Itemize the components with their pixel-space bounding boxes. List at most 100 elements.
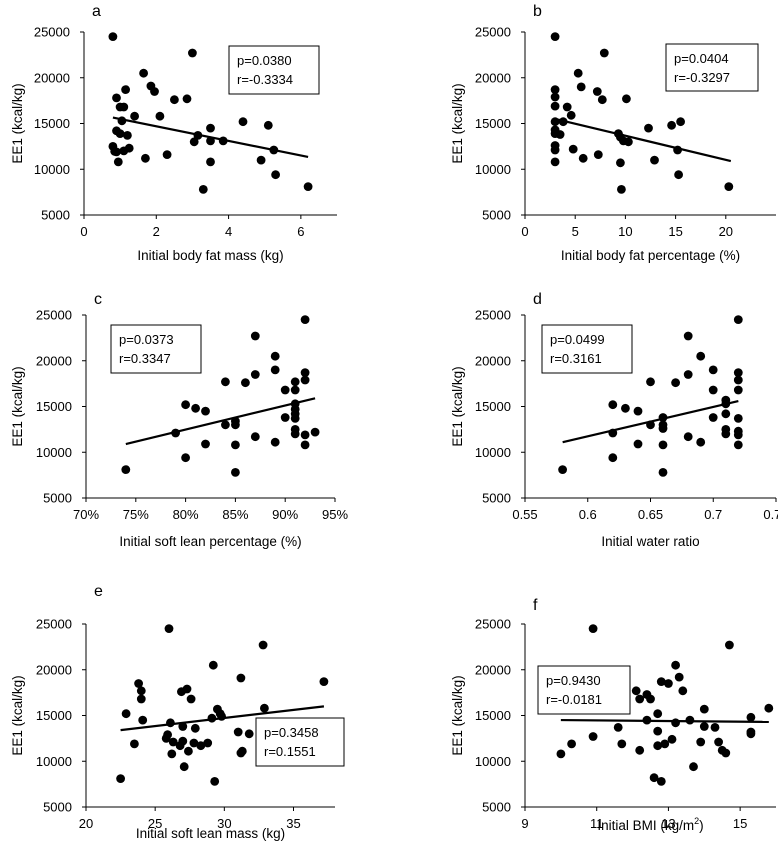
data-point — [300, 375, 310, 385]
data-point — [238, 117, 248, 127]
y-tick-label: 15000 — [475, 116, 511, 131]
data-point — [708, 365, 718, 375]
trendline — [554, 117, 732, 163]
data-point — [617, 739, 627, 749]
data-point — [550, 101, 560, 111]
data-point — [714, 737, 723, 747]
y-tick-label: 5000 — [482, 208, 511, 223]
data-point — [733, 385, 743, 395]
data-point — [721, 409, 731, 419]
p-value-label: p=0.9430 — [546, 673, 601, 688]
data-point — [163, 730, 173, 740]
data-point — [168, 737, 178, 747]
y-tick-label: 15000 — [34, 116, 70, 131]
data-point — [567, 739, 576, 749]
y-tick-label: 10000 — [34, 162, 70, 177]
data-point — [597, 95, 607, 105]
y-axis-label: EE1 (kcal/kg) — [10, 366, 25, 446]
panel-letter: b — [533, 3, 542, 20]
data-point — [119, 102, 129, 112]
data-point — [263, 120, 273, 130]
y-tick-label: 5000 — [43, 800, 72, 815]
data-point — [231, 420, 240, 430]
data-point — [136, 686, 146, 696]
data-point — [201, 439, 210, 449]
data-point — [136, 694, 146, 704]
x-tick-label: 13 — [661, 816, 675, 831]
data-point — [588, 732, 598, 741]
data-point — [633, 439, 643, 449]
data-point — [179, 762, 189, 772]
x-tick-label: 90% — [272, 507, 298, 522]
data-point — [113, 157, 123, 167]
data-point — [208, 660, 218, 670]
data-point — [746, 712, 756, 722]
data-point — [270, 351, 280, 361]
y-tick-label: 20000 — [36, 353, 72, 368]
data-point — [621, 403, 630, 413]
data-point — [260, 703, 269, 713]
trendline — [125, 397, 316, 446]
data-point — [300, 440, 310, 450]
data-point — [699, 704, 709, 714]
data-point — [141, 153, 150, 163]
data-point — [178, 722, 188, 731]
data-point — [206, 157, 215, 167]
data-point — [608, 453, 618, 463]
data-point — [121, 709, 131, 719]
x-tick-label: 2 — [153, 224, 160, 239]
data-point — [635, 694, 645, 704]
data-point — [696, 737, 706, 747]
data-point — [182, 684, 192, 694]
data-point — [108, 32, 118, 41]
data-point — [150, 87, 159, 96]
panel-letter: c — [94, 291, 102, 308]
y-tick-label: 20000 — [475, 353, 511, 368]
data-point — [303, 182, 313, 192]
x-tick-label: 11 — [590, 816, 604, 831]
data-point — [310, 427, 320, 437]
data-point — [250, 331, 260, 341]
data-point — [550, 32, 560, 41]
x-axis-label: Initial soft lean percentage (%) — [119, 534, 301, 549]
data-point — [617, 185, 626, 194]
y-tick-label: 25000 — [475, 25, 511, 40]
data-point — [588, 624, 598, 633]
y-tick-label: 15000 — [475, 399, 511, 414]
data-point — [123, 131, 132, 140]
panel-letter: e — [94, 583, 103, 600]
data-point — [270, 437, 280, 447]
data-point — [121, 465, 131, 474]
data-point — [155, 111, 165, 121]
data-point — [724, 182, 734, 192]
data-point — [189, 137, 199, 147]
stats-box — [228, 45, 320, 95]
trendline — [112, 116, 309, 158]
y-axis-label: EE1 (kcal/kg) — [450, 83, 465, 163]
data-point — [599, 48, 609, 58]
data-point — [124, 143, 134, 153]
data-point — [671, 718, 680, 728]
p-value-label: p=0.0404 — [674, 51, 729, 66]
x-axis-label: Initial BMI (kg/m2) — [597, 816, 703, 833]
data-point — [699, 722, 709, 731]
data-point — [674, 672, 684, 682]
data-point — [566, 110, 576, 120]
data-point — [233, 727, 243, 737]
x-tick-label: 0.6 — [579, 507, 597, 522]
y-tick-label: 25000 — [475, 617, 511, 632]
data-point — [236, 673, 246, 683]
data-point — [631, 686, 641, 696]
data-point — [656, 677, 666, 686]
x-tick-label: 9 — [521, 816, 528, 831]
data-point — [578, 153, 588, 163]
data-point — [616, 158, 625, 168]
data-point — [290, 414, 300, 423]
x-tick-label: 75% — [123, 507, 149, 522]
data-point — [633, 406, 643, 416]
chart-panel-f: 5000 10000 15000 20000 25000 9 11 13 15 EE1 (kcal… — [450, 597, 776, 833]
data-point — [721, 748, 731, 758]
panel-letter: a — [92, 3, 101, 20]
y-tick-label: 25000 — [36, 617, 72, 632]
data-point — [550, 157, 560, 167]
